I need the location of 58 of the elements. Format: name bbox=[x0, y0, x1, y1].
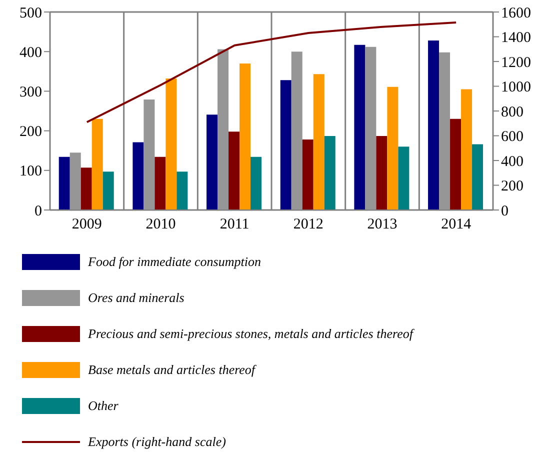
legend-label: Base metals and articles thereof bbox=[88, 362, 256, 378]
x-tick-label: 2009 bbox=[72, 216, 102, 233]
y2-tick-label: 1000 bbox=[501, 80, 531, 96]
y2-tick-label: 1200 bbox=[501, 54, 531, 71]
y2-tick-label: 1600 bbox=[501, 5, 531, 22]
legend-label: Food for immediate consumption bbox=[88, 254, 261, 270]
bar bbox=[461, 89, 472, 210]
bar bbox=[387, 86, 398, 210]
y2-tick-label: 0 bbox=[501, 203, 508, 220]
bar bbox=[240, 63, 251, 210]
x-tick-label: 2013 bbox=[367, 216, 398, 233]
bar bbox=[398, 146, 410, 210]
bar bbox=[250, 156, 262, 210]
bar bbox=[144, 100, 155, 210]
y2-tick-label: 200 bbox=[501, 178, 524, 195]
bar bbox=[80, 168, 92, 210]
y2-tick-label: 1400 bbox=[501, 30, 531, 46]
bar bbox=[313, 74, 324, 210]
y2-tick-label: 400 bbox=[501, 154, 524, 170]
legend-label: Precious and semi-precious stones, metals and articles thereof bbox=[88, 326, 413, 342]
x-tick-label: 2011 bbox=[220, 216, 250, 233]
bar bbox=[58, 156, 70, 210]
bar bbox=[291, 52, 302, 210]
bar bbox=[302, 140, 314, 210]
x-tick-label: 2012 bbox=[293, 216, 324, 233]
bar bbox=[472, 144, 484, 210]
bar bbox=[376, 136, 388, 210]
bar bbox=[428, 40, 440, 210]
x-tick-label: 2014 bbox=[441, 216, 472, 233]
line-series bbox=[86, 22, 458, 124]
bar bbox=[354, 44, 366, 210]
bar bbox=[176, 172, 188, 210]
bar bbox=[102, 172, 114, 210]
bar bbox=[166, 78, 177, 210]
bar bbox=[206, 114, 218, 210]
legend-label: Exports (right-hand scale) bbox=[88, 434, 226, 450]
legend-label: Other bbox=[88, 398, 118, 414]
bar bbox=[439, 52, 450, 210]
bar bbox=[365, 46, 376, 210]
y-tick-label: 200 bbox=[20, 124, 42, 140]
bar bbox=[70, 152, 81, 210]
y2-tick-label: 800 bbox=[501, 104, 524, 120]
bar bbox=[154, 156, 166, 210]
x-tick-label: 2010 bbox=[146, 216, 176, 233]
legend-label: Ores and minerals bbox=[88, 290, 184, 306]
bar bbox=[92, 118, 103, 210]
y-tick-label: 400 bbox=[20, 44, 42, 61]
bar bbox=[280, 80, 292, 210]
y-tick-label: 100 bbox=[20, 164, 42, 180]
y-tick-label: 0 bbox=[34, 203, 42, 220]
bar bbox=[218, 49, 229, 210]
bar bbox=[324, 136, 336, 210]
y-tick-label: 500 bbox=[20, 5, 42, 22]
bar bbox=[228, 132, 240, 210]
y-tick-label: 300 bbox=[20, 84, 42, 101]
bar bbox=[450, 118, 462, 210]
bar bbox=[132, 142, 144, 210]
y2-tick-label: 600 bbox=[501, 129, 524, 146]
